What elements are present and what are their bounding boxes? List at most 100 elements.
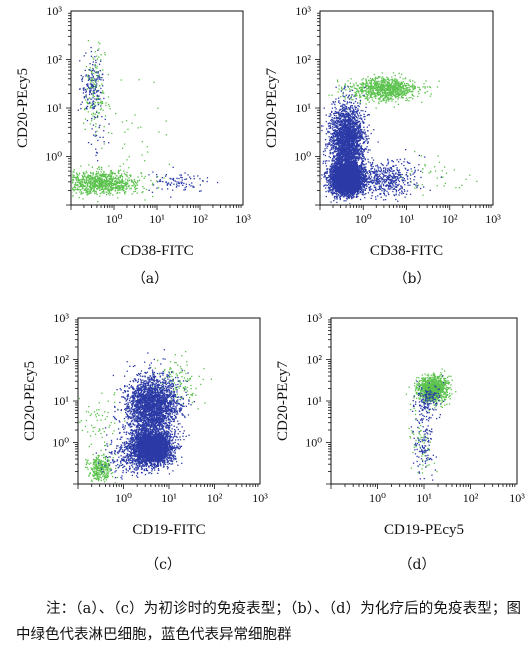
data-point	[146, 146, 148, 148]
data-point	[133, 183, 135, 185]
data-point	[153, 81, 155, 83]
data-point	[353, 83, 355, 85]
data-point	[409, 173, 411, 175]
data-point	[65, 185, 66, 186]
data-point	[339, 188, 341, 191]
data-point	[332, 171, 334, 173]
data-point	[441, 170, 443, 172]
data-point	[91, 86, 93, 89]
data-point	[117, 176, 119, 179]
data-point	[395, 90, 397, 92]
data-point	[168, 163, 170, 165]
data-point	[383, 85, 385, 87]
data-point	[134, 188, 136, 190]
data-point	[347, 80, 349, 82]
data-point	[397, 94, 399, 96]
data-point	[87, 77, 89, 79]
data-point	[93, 186, 95, 188]
data-point	[386, 99, 388, 101]
data-point	[365, 93, 367, 96]
data-point	[384, 85, 386, 87]
data-point	[136, 183, 138, 185]
data-point	[411, 85, 413, 88]
data-point	[101, 175, 104, 177]
data-point	[86, 182, 89, 184]
data-point	[72, 174, 74, 176]
data-point	[389, 93, 391, 95]
data-point	[394, 81, 397, 83]
data-point	[418, 92, 420, 95]
data-point	[327, 176, 329, 179]
data-point	[89, 175, 91, 177]
data-point	[383, 78, 386, 81]
data-point	[87, 111, 89, 113]
data-point	[366, 95, 368, 98]
data-point	[123, 172, 126, 175]
data-point	[359, 86, 361, 88]
data-point	[398, 89, 401, 91]
data-point	[112, 178, 114, 180]
data-point	[359, 182, 361, 184]
data-point	[85, 181, 88, 183]
data-point	[388, 85, 390, 87]
data-point	[413, 95, 415, 97]
data-point	[91, 166, 93, 168]
data-point	[123, 180, 125, 182]
data-point	[86, 193, 88, 195]
data-point	[118, 169, 120, 172]
data-point	[91, 78, 93, 80]
data-point	[371, 79, 373, 81]
data-point	[395, 78, 397, 80]
data-point	[130, 187, 132, 189]
data-point	[369, 86, 371, 88]
data-point	[385, 94, 387, 96]
data-point	[77, 186, 79, 188]
data-point	[109, 181, 112, 183]
data-point	[342, 164, 344, 166]
data-point	[399, 90, 401, 93]
data-point	[67, 181, 68, 182]
data-point	[337, 167, 340, 169]
data-point	[96, 114, 99, 117]
data-point	[143, 177, 145, 179]
data-point	[124, 182, 126, 185]
data-point	[101, 175, 103, 178]
data-point	[375, 81, 378, 83]
data-point	[337, 195, 339, 197]
data-point	[90, 182, 92, 184]
data-point	[83, 87, 85, 89]
data-point	[98, 166, 100, 168]
data-point	[371, 83, 373, 85]
data-point	[344, 193, 346, 195]
data-point	[382, 98, 385, 100]
data-point	[353, 191, 355, 193]
data-point	[382, 80, 384, 82]
data-point	[412, 80, 414, 82]
data-point	[86, 190, 89, 193]
data-point	[101, 83, 103, 85]
x-tick-label: 10⁰	[106, 212, 123, 226]
data-point	[98, 180, 101, 182]
data-point	[97, 80, 99, 82]
data-point	[407, 90, 409, 92]
data-point	[354, 87, 357, 89]
data-point	[394, 90, 396, 92]
data-point	[98, 95, 100, 97]
data-point	[94, 116, 97, 119]
data-point	[85, 191, 88, 193]
data-point	[386, 95, 388, 97]
data-point	[92, 64, 94, 66]
data-point	[336, 168, 338, 171]
data-point	[176, 183, 178, 185]
data-point	[349, 86, 352, 88]
data-point	[395, 101, 397, 103]
data-point	[398, 82, 400, 84]
data-point	[122, 187, 124, 189]
data-point	[202, 180, 204, 182]
data-point	[378, 94, 380, 96]
data-point	[96, 181, 98, 183]
data-point	[84, 118, 87, 120]
data-point	[94, 180, 97, 183]
data-point	[335, 192, 337, 194]
data-point	[96, 180, 98, 182]
